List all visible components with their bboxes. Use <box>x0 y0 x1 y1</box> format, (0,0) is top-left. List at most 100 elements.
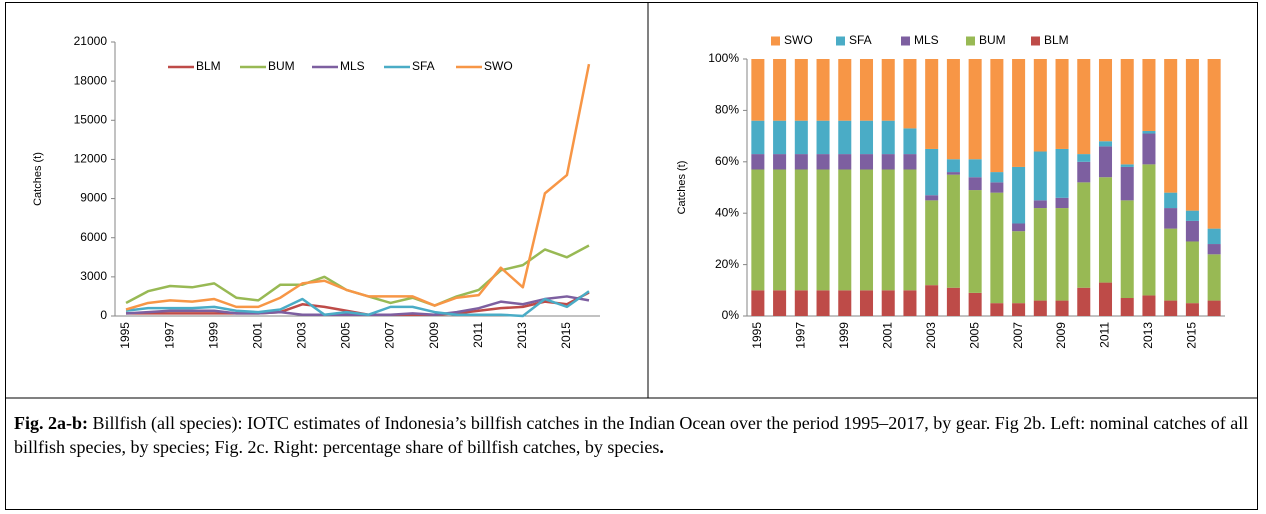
legend-swatch <box>771 36 780 46</box>
y-axis-title: Catches (t) <box>676 161 688 215</box>
bar-segment <box>751 120 765 155</box>
bar-segment <box>968 190 982 293</box>
bar-segment <box>1164 208 1178 229</box>
x-tick-label: 2015 <box>559 322 573 349</box>
bar-segment <box>1164 228 1178 301</box>
bar-segment <box>946 59 960 160</box>
bar-segment <box>968 59 982 160</box>
bar-segment <box>990 192 1004 304</box>
y-tick-label: 100% <box>708 51 739 65</box>
bar-segment <box>1142 164 1156 296</box>
bar-segment <box>1055 197 1069 209</box>
bar-segment <box>1185 303 1199 316</box>
y-tick-label: 0% <box>722 308 740 322</box>
x-tick-label: 2003 <box>295 322 309 349</box>
bar-segment <box>1098 282 1113 316</box>
bar-segment <box>816 59 830 121</box>
bar-segment <box>903 128 917 155</box>
bar-segment <box>859 59 874 121</box>
bar-segment <box>903 154 917 170</box>
x-tick-label: 2005 <box>967 322 981 349</box>
bar-segment <box>1055 208 1069 301</box>
x-tick-label: 1999 <box>206 322 220 349</box>
x-tick-label: 1995 <box>750 322 764 349</box>
legend-swatch <box>836 36 845 46</box>
bar-segment <box>859 154 874 170</box>
x-tick-label: 2013 <box>515 322 529 349</box>
bar-segment <box>794 154 808 170</box>
bar-segment <box>1120 166 1134 201</box>
bar-segment <box>1207 59 1221 229</box>
bar-segment <box>1185 210 1199 221</box>
bar-segment <box>1120 164 1134 167</box>
bar-segment <box>1207 300 1221 316</box>
bar-segment <box>925 285 939 316</box>
bar-segment <box>1012 166 1026 224</box>
x-tick-label: 2001 <box>880 322 894 349</box>
legend-label: BUM <box>979 33 1006 47</box>
bar-segment <box>773 154 787 170</box>
bar-segment <box>1012 59 1026 167</box>
legend-label: SFA <box>412 59 435 73</box>
bar-segment <box>1185 241 1199 304</box>
bar-segment <box>1120 200 1134 299</box>
x-tick-label: 2015 <box>1185 322 1199 349</box>
x-tick-label: 1995 <box>118 322 132 349</box>
bar-segment <box>794 169 808 291</box>
bar-segment <box>1077 59 1091 155</box>
x-tick-label: 2007 <box>1011 322 1025 349</box>
x-tick-label: 2011 <box>471 322 485 348</box>
bar-segment <box>1055 300 1069 316</box>
legend-label: BUM <box>268 59 295 73</box>
bar-segment <box>968 292 982 316</box>
bar-segment <box>925 59 939 149</box>
bar-segment <box>1033 200 1047 209</box>
bar-segment <box>990 59 1004 173</box>
bar-segment <box>794 290 808 316</box>
x-tick-label: 2011 <box>1098 322 1112 348</box>
bar-segment <box>1207 254 1221 301</box>
bar-segment <box>859 290 874 316</box>
bar-segment <box>881 169 895 291</box>
bar-segment <box>1142 295 1156 316</box>
x-tick-label: 2007 <box>383 322 397 349</box>
bar-segment <box>773 169 787 291</box>
bar-segment <box>1120 59 1134 165</box>
x-tick-label: 2013 <box>1141 322 1155 349</box>
bar-segment <box>838 154 852 170</box>
series-line <box>125 244 590 307</box>
legend-label: SFA <box>849 33 872 47</box>
bar-segment <box>1098 177 1113 283</box>
x-tick-label: 1997 <box>793 322 807 349</box>
bar-segment <box>816 120 830 155</box>
bar-segment <box>816 154 830 170</box>
bar-segment <box>990 303 1004 316</box>
bar-segment <box>1164 59 1178 193</box>
legend-label: BLM <box>1044 33 1069 47</box>
figure-frame <box>5 2 1258 510</box>
legend-label: SWO <box>784 33 813 47</box>
bar-segment <box>1012 231 1026 304</box>
bar-segment <box>1207 228 1221 245</box>
bar-segment <box>838 120 852 155</box>
bar-segment <box>881 120 895 155</box>
bar-segment <box>968 159 982 178</box>
legend-label: MLS <box>914 33 939 47</box>
y-tick-label: 18000 <box>74 73 108 87</box>
y-tick-label: 0 <box>100 308 107 322</box>
bar-segment <box>946 159 960 173</box>
bar-segment <box>1012 223 1026 232</box>
bar-segment <box>1142 133 1156 165</box>
bar-segment <box>903 290 917 316</box>
bar-segment <box>773 59 787 121</box>
bar-segment <box>1012 303 1026 316</box>
bar-segment <box>859 169 874 291</box>
bar-segment <box>1077 161 1091 183</box>
x-tick-label: 1997 <box>162 322 176 349</box>
legend-swatch <box>901 36 910 46</box>
bar-segment <box>1077 154 1091 162</box>
bar-segment <box>838 169 852 291</box>
bar-segment <box>881 290 895 316</box>
x-tick-label: 2001 <box>250 322 264 349</box>
y-tick-label: 20% <box>715 257 739 271</box>
